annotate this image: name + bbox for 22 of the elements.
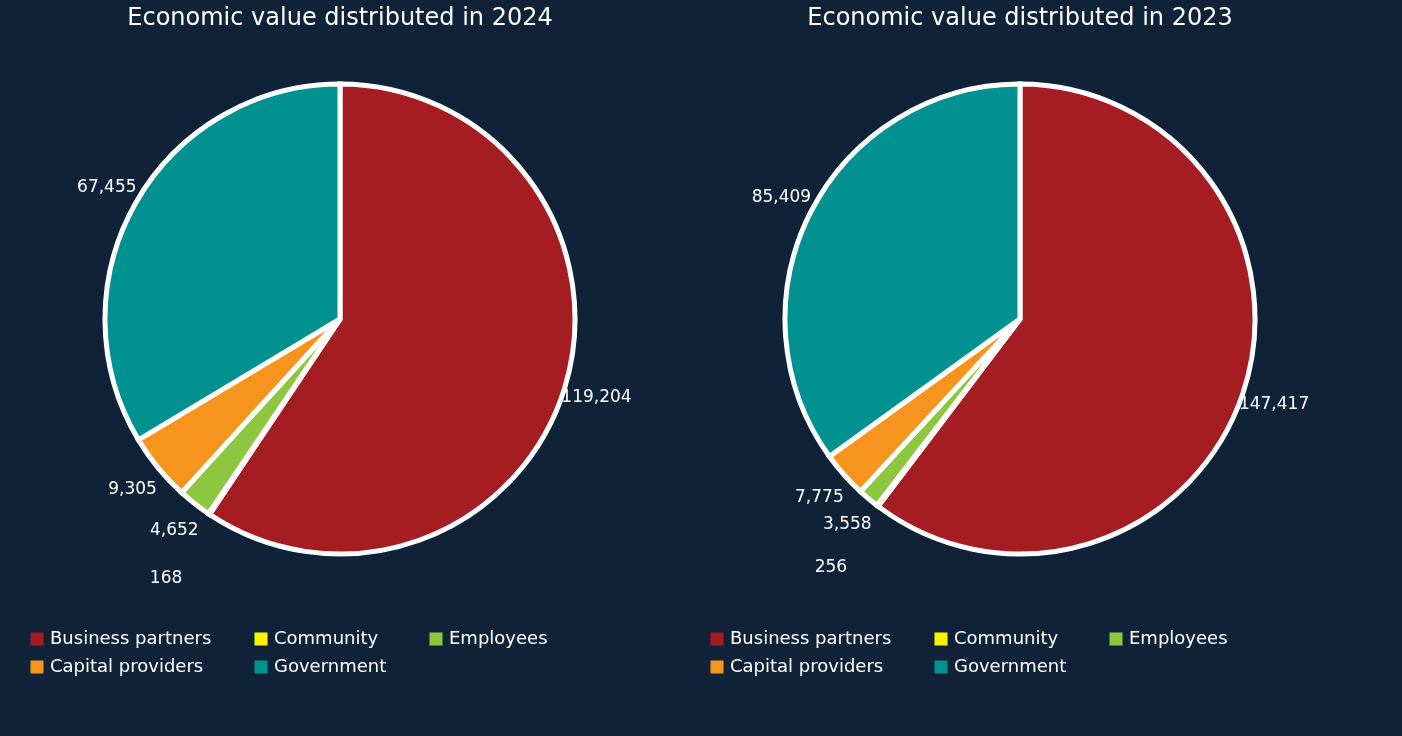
data-label: 7,775 xyxy=(795,485,844,506)
data-label: 168 xyxy=(149,567,183,588)
legend-label: Government xyxy=(274,655,387,676)
chart-title: Economic value distributed in 2023 xyxy=(807,3,1233,31)
data-label: 85,409 xyxy=(751,185,812,206)
legend-label: Capital providers xyxy=(730,655,884,676)
legend-label: Business partners xyxy=(50,627,212,648)
legend-label: Employees xyxy=(1129,627,1228,648)
chart-title: Economic value distributed in 2024 xyxy=(127,3,553,31)
legend-label: Community xyxy=(954,627,1059,648)
data-label: 4,652 xyxy=(149,518,199,539)
legend-label: Capital providers xyxy=(50,655,204,676)
data-label: 9,305 xyxy=(108,477,157,498)
data-label: 119,204 xyxy=(561,385,632,406)
legend-label: Employees xyxy=(449,627,548,648)
legend-label: Government xyxy=(954,655,1067,676)
legend-label: Community xyxy=(274,627,379,648)
legend-label: Business partners xyxy=(730,627,892,648)
data-label: 3,558 xyxy=(822,512,872,533)
data-label: 256 xyxy=(814,556,848,577)
data-label: 67,455 xyxy=(77,175,137,196)
data-label: 147,417 xyxy=(1238,393,1310,414)
